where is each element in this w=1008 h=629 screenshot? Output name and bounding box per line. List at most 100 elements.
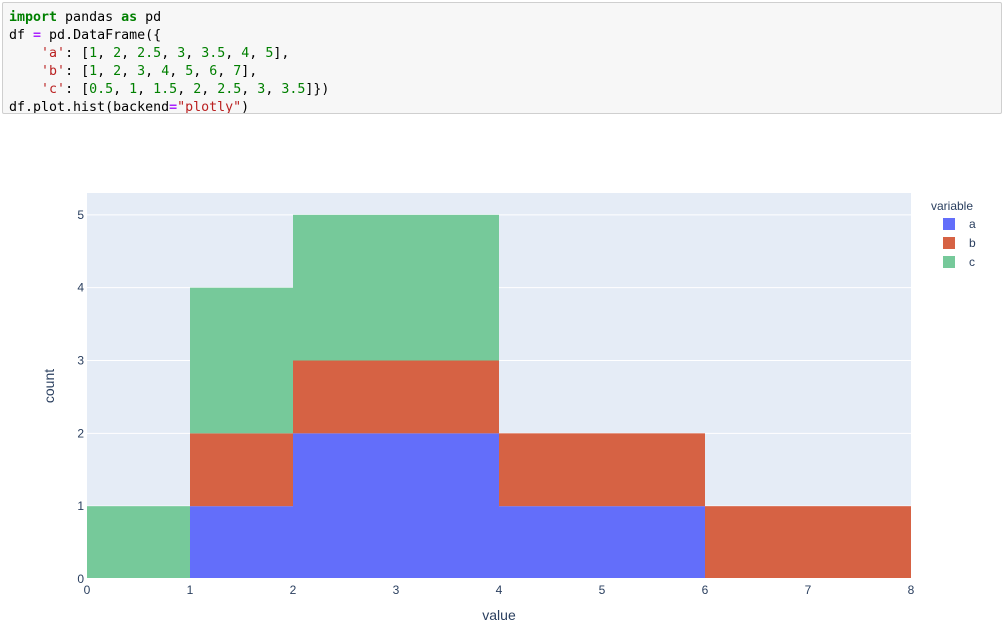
bar-b-bin-4[interactable] [705,506,911,579]
x-tick-label: 2 [290,583,297,597]
code-token: , [113,82,130,97]
x-tick-label: 4 [496,583,503,597]
y-tick-label: 1 [77,499,84,513]
code-token: : [ [65,64,90,79]
code-token: , [97,64,114,79]
y-tick-label: 3 [77,354,84,368]
y-axis-title: count [41,369,57,403]
code-token: : [ [65,82,90,97]
code-token: 'c' [41,82,66,97]
code-token: 3 [177,46,186,61]
code-token: 6 [209,64,218,79]
code-token: ) [241,100,250,114]
code-token: : [ [65,46,90,61]
code-token: , [265,82,282,97]
code-token: 'a' [41,46,66,61]
bar-b-bin-3[interactable] [499,433,705,507]
code-token: = [33,28,42,43]
code-token: , [97,46,114,61]
code-token: 2 [193,82,202,97]
bar-b-bin-1[interactable] [190,433,293,507]
code-token: , [145,64,162,79]
legend-label-a[interactable]: a [969,217,976,231]
code-token: 4 [241,46,250,61]
bar-c-bin-0[interactable] [87,506,190,579]
code-token: , [137,82,154,97]
y-tick-label: 4 [77,281,84,295]
code-token: 5 [265,46,274,61]
code-token: df [9,28,34,43]
bar-a-bin-3[interactable] [499,506,705,579]
code-token: , [121,46,138,61]
code-token: ], [241,64,258,79]
code-token: pd.DataFrame({ [41,28,162,43]
x-tick-label: 5 [599,583,606,597]
x-tick-label: 0 [84,583,91,597]
code-token: 2 [113,64,122,79]
code-token: , [161,46,178,61]
code-token: pandas [57,10,122,25]
legend-swatch-b[interactable] [943,237,955,249]
code-cell[interactable]: import pandas as pd df = pd.DataFrame({ '… [2,2,1002,114]
x-tick-label: 6 [702,583,709,597]
code-token: , [241,82,258,97]
x-tick-label: 3 [393,583,400,597]
legend-label-b[interactable]: b [969,236,976,250]
y-tick-label: 5 [77,208,84,222]
code-token: 3.5 [201,46,226,61]
code-token: , [217,64,234,79]
code-token: import [9,10,58,25]
code-token: 5 [185,64,194,79]
code-token: , [225,46,242,61]
bar-a-bin-2[interactable] [293,433,499,579]
code-token: 2.5 [217,82,242,97]
code-token: 2.5 [137,46,162,61]
code-token: 1 [89,46,98,61]
code-token: 7 [233,64,242,79]
code-token: , [121,64,138,79]
legend[interactable]: variable abc [931,199,976,269]
bar-c-bin-1[interactable] [190,287,293,434]
y-axis-ticks: 0 1 2 3 4 5 [77,208,84,586]
code-token: , [185,46,202,61]
x-tick-label: 7 [805,583,812,597]
code-token: 0.5 [89,82,114,97]
code-line: df.plot.hist(backend="plotly") [9,99,995,114]
code-token: ], [273,46,290,61]
code-token: , [201,82,218,97]
code-line: 'c': [0.5, 1, 1.5, 2, 2.5, 3, 3.5]}) [9,81,995,99]
code-token: 3 [137,64,146,79]
legend-swatch-a[interactable] [943,218,955,230]
code-token: , [249,46,266,61]
bar-a-bin-1[interactable] [190,506,293,579]
legend-label-c[interactable]: c [969,255,975,269]
code-token: , [169,64,186,79]
code-line: 'b': [1, 2, 3, 4, 5, 6, 7], [9,63,995,81]
bar-b-bin-2[interactable] [293,360,499,434]
code-token: ]}) [305,82,330,97]
code-token: 4 [161,64,170,79]
legend-swatch-c[interactable] [943,256,955,268]
code-token: , [193,64,210,79]
bars [87,214,911,579]
y-tick-label: 0 [77,572,84,586]
code-token: 3.5 [281,82,306,97]
code-line: df = pd.DataFrame({ [9,27,995,45]
legend-title: variable [931,199,973,213]
code-line: 'a': [1, 2, 2.5, 3, 3.5, 4, 5], [9,45,995,63]
x-axis-ticks: 0 1 2 3 4 5 6 7 8 [84,583,915,597]
x-axis-title: value [482,607,516,623]
y-tick-label: 2 [77,426,84,440]
code-token: , [177,82,194,97]
code-token: as [121,10,138,25]
x-tick-label: 8 [908,583,915,597]
bar-c-bin-2[interactable] [293,214,499,361]
code-token: pd [137,10,162,25]
code-token: df.plot.hist(backend [9,100,170,114]
code-line: import pandas as pd [9,9,995,27]
code-token: 3 [257,82,266,97]
code-token: 1.5 [153,82,178,97]
x-tick-label: 1 [187,583,194,597]
code-token: "plotly" [177,100,242,114]
